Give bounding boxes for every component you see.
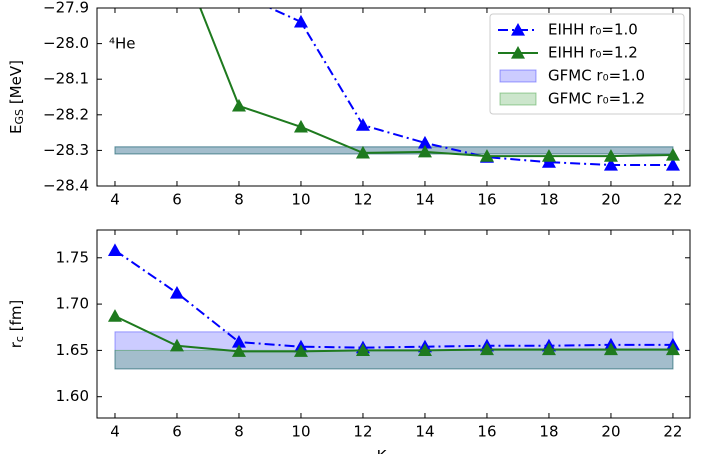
legend-label: EIHH r₀=1.0 xyxy=(548,21,638,39)
plot-area xyxy=(114,8,680,171)
x-tick-label: 12 xyxy=(353,423,372,441)
marker xyxy=(293,344,308,357)
marker xyxy=(355,343,370,356)
band xyxy=(114,349,674,370)
marker xyxy=(293,14,308,28)
legend-marker xyxy=(511,23,525,36)
marker xyxy=(107,309,122,322)
x-tick-label: 20 xyxy=(601,191,620,209)
legend-label: EIHH r₀=1.2 xyxy=(548,44,638,62)
x-tick-label: 6 xyxy=(172,191,182,209)
marker xyxy=(107,243,122,256)
x-tick-label: 18 xyxy=(539,423,558,441)
series-line xyxy=(114,315,673,353)
y-tick-label: 1.75 xyxy=(56,248,89,266)
x-tick-label: 10 xyxy=(291,423,310,441)
y-label-unit: [fm] xyxy=(7,300,25,336)
x-tick-label: 14 xyxy=(415,423,434,441)
y-axis-label: rc [fm] xyxy=(7,300,27,349)
x-tick-label: 12 xyxy=(353,191,372,209)
y-label-main: r xyxy=(7,341,25,348)
marker xyxy=(231,98,246,112)
y-label-sub: c xyxy=(13,336,26,342)
y-label-sub: GS xyxy=(13,109,26,125)
axes-frame xyxy=(96,7,691,187)
marker xyxy=(417,343,432,356)
y-tick-label: −28.2 xyxy=(43,105,89,123)
marker xyxy=(603,149,618,162)
x-tick-label: 14 xyxy=(415,191,434,209)
legend-swatch xyxy=(499,69,537,83)
y-tick-label: 1.70 xyxy=(56,295,89,313)
y-tick-label: −28.4 xyxy=(43,177,89,195)
marker xyxy=(479,342,494,356)
marker xyxy=(417,144,432,158)
marker xyxy=(665,342,680,356)
marker xyxy=(231,335,246,348)
x-tick-label: 22 xyxy=(663,191,682,209)
marker xyxy=(541,149,556,162)
x-tick-label: 20 xyxy=(601,423,620,441)
marker xyxy=(293,119,308,133)
plot-area xyxy=(107,243,680,370)
annotation: ⁴He xyxy=(109,35,136,53)
y-label-main: E xyxy=(7,124,25,133)
marker xyxy=(355,118,370,131)
legend-label: GFMC r₀=1.2 xyxy=(548,90,645,108)
marker xyxy=(665,148,680,161)
x-tick-label: 4 xyxy=(110,423,120,441)
series-line xyxy=(114,249,673,349)
x-tick-label: 22 xyxy=(663,423,682,441)
y-tick-label: −28.3 xyxy=(43,141,89,159)
y-axis-label: EGS [MeV] xyxy=(7,60,27,134)
x-axis-label: Kmax xyxy=(377,447,411,454)
marker xyxy=(417,135,432,149)
y-tick-label: −28.0 xyxy=(43,34,89,52)
axes-frame xyxy=(96,229,691,419)
x-tick-label: 8 xyxy=(234,423,244,441)
x-tick-label: 4 xyxy=(110,191,120,209)
marker xyxy=(169,285,184,299)
marker xyxy=(231,344,246,357)
y-tick-label: −28.1 xyxy=(43,70,89,88)
y-tick-label: −27.9 xyxy=(43,0,89,17)
x-tick-label: 16 xyxy=(477,423,496,441)
marker xyxy=(541,342,556,356)
x-tick-label: 8 xyxy=(234,191,244,209)
legend-label: GFMC r₀=1.0 xyxy=(548,67,645,85)
marker xyxy=(479,149,494,162)
series-line xyxy=(267,8,673,166)
marker xyxy=(665,157,680,171)
x-tick-label: 6 xyxy=(172,423,182,441)
legend-box xyxy=(489,13,685,115)
marker xyxy=(603,342,618,356)
y-tick-label: 1.60 xyxy=(56,387,89,405)
marker xyxy=(355,145,370,159)
x-label-main: K xyxy=(377,447,388,454)
x-tick-label: 16 xyxy=(477,191,496,209)
legend-marker xyxy=(511,46,525,59)
x-tick-label: 10 xyxy=(291,191,310,209)
x-tick-label: 18 xyxy=(539,191,558,209)
y-tick-label: 1.65 xyxy=(56,341,89,359)
marker xyxy=(603,157,618,171)
marker xyxy=(169,338,184,352)
legend-swatch xyxy=(499,92,537,106)
y-label-unit: [MeV] xyxy=(7,60,25,109)
